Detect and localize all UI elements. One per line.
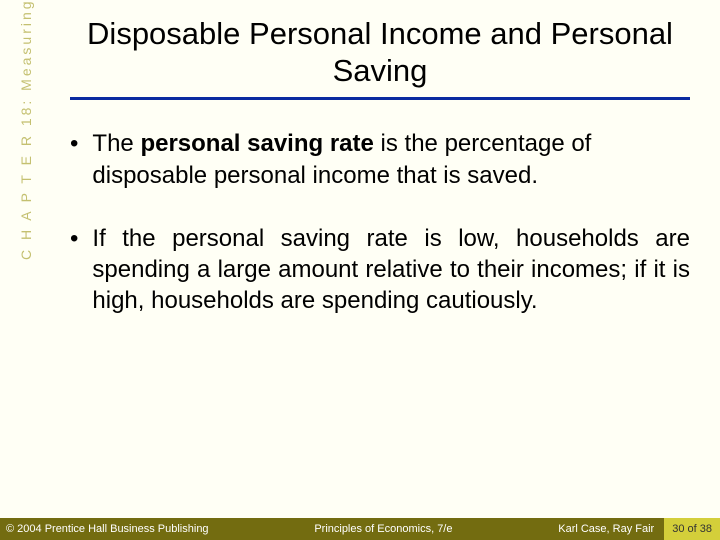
- bullet-bold: personal saving rate: [140, 130, 373, 157]
- bullet-item: • The personal saving rate is the percen…: [70, 128, 690, 190]
- chapter-sidebar-label: C H A P T E R 18: Measuring National Out…: [18, 0, 34, 260]
- bullet-pre: If the personal saving rate is low, hous…: [92, 225, 690, 314]
- slide-title: Disposable Personal Income and Personal …: [70, 10, 690, 97]
- bullet-marker: •: [70, 223, 78, 317]
- bullet-text: The personal saving rate is the percenta…: [92, 128, 690, 190]
- bullet-pre: The: [92, 130, 140, 157]
- bullet-marker: •: [70, 128, 78, 190]
- bullet-text: If the personal saving rate is low, hous…: [92, 223, 690, 317]
- footer-page-number: 30 of 38: [664, 518, 720, 540]
- bullet-item: • If the personal saving rate is low, ho…: [70, 223, 690, 317]
- slide-content: Disposable Personal Income and Personal …: [40, 0, 720, 316]
- title-underline: [70, 97, 690, 100]
- chapter-sidebar-text: C H A P T E R 18: Measuring National Out…: [18, 0, 34, 260]
- footer-authors: Karl Case, Ray Fair: [558, 523, 664, 535]
- footer-copyright: © 2004 Prentice Hall Business Publishing: [0, 523, 209, 535]
- footer-book-title: Principles of Economics, 7/e: [209, 523, 559, 535]
- slide-footer: © 2004 Prentice Hall Business Publishing…: [0, 518, 720, 540]
